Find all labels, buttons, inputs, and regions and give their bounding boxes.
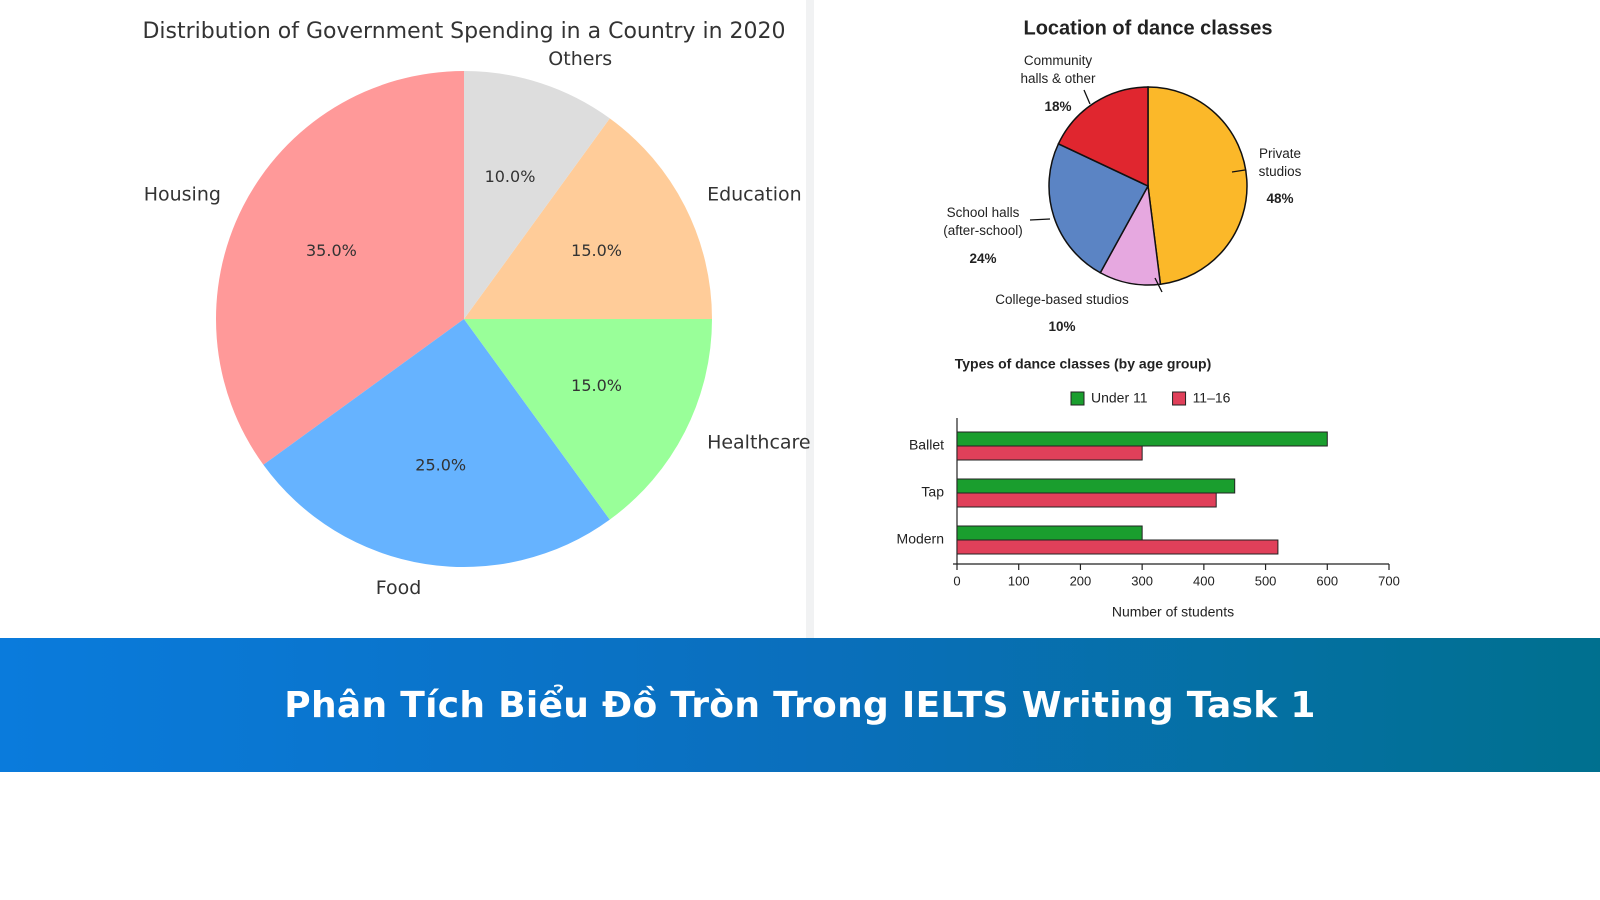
charts: Distribution of Government Spending in a…	[142, 17, 1400, 620]
x-tick-label: 300	[1131, 573, 1153, 588]
bar	[956, 492, 1217, 508]
bar	[956, 525, 1143, 541]
legend-label: 11–16	[1193, 390, 1231, 406]
slice-label: Healthcare	[707, 431, 811, 453]
pie-slice	[1147, 86, 1248, 286]
y-tick-label: Modern	[897, 531, 944, 547]
banner: Phân Tích Biểu Đồ Tròn Trong IELTS Writi…	[0, 638, 1600, 772]
value-label: 25.0%	[415, 455, 466, 474]
chart-title: Location of dance classes	[1024, 17, 1273, 39]
y-tick-label: Ballet	[909, 437, 944, 453]
bar	[956, 478, 1236, 494]
leader-line	[1029, 218, 1051, 221]
pie-slice	[216, 71, 464, 465]
pie-slice	[464, 118, 712, 319]
value-label: 48%	[1266, 191, 1294, 206]
slice-label: College-based studios	[995, 292, 1129, 307]
chart-title: Distribution of Government Spending in a…	[142, 19, 785, 44]
pie-slice	[263, 319, 610, 567]
slice-label: Community halls & other	[1020, 53, 1096, 86]
x-axis-label: Number of students	[1112, 604, 1234, 620]
bar	[956, 445, 1143, 461]
value-label: 15.0%	[571, 241, 622, 260]
value-label: 10.0%	[485, 167, 536, 186]
slice-label: School halls (after-school)	[943, 205, 1023, 238]
slice-label: Education	[707, 184, 802, 206]
x-tick-label: 500	[1255, 573, 1277, 588]
panel-divider	[806, 0, 814, 638]
pie-slice	[464, 71, 610, 319]
legend-swatch	[1070, 391, 1085, 406]
x-tick-label: 400	[1193, 573, 1215, 588]
leader-line	[1083, 89, 1091, 105]
x-tick-label: 600	[1316, 573, 1338, 588]
value-label: 18%	[1044, 99, 1072, 114]
value-label: 15.0%	[571, 376, 622, 395]
slice-label: Food	[376, 577, 422, 599]
chart-title: Types of dance classes (by age group)	[955, 356, 1211, 372]
x-tick-label: 700	[1378, 573, 1400, 588]
pie-slice	[1057, 86, 1149, 188]
slice-label: Housing	[144, 184, 221, 206]
x-tick-label: 0	[953, 573, 960, 588]
leader-line	[1154, 277, 1163, 293]
legend-label: Under 11	[1091, 390, 1148, 406]
leader-line	[1231, 169, 1246, 173]
pie-slice	[1048, 142, 1150, 274]
slice-label: Others	[548, 48, 612, 70]
banner-title: Phân Tích Biểu Đồ Tròn Trong IELTS Writi…	[284, 684, 1316, 726]
value-label: 35.0%	[306, 241, 357, 260]
legend-swatch	[1172, 391, 1187, 406]
pie-slice	[464, 319, 712, 520]
x-tick-label: 200	[1070, 573, 1092, 588]
y-tick-label: Tap	[921, 484, 944, 500]
slice-label: Private studios	[1258, 146, 1302, 179]
bar	[956, 431, 1328, 447]
bar	[956, 539, 1279, 555]
value-label: 10%	[1048, 319, 1076, 334]
x-tick-label: 100	[1008, 573, 1030, 588]
value-label: 24%	[969, 251, 997, 266]
